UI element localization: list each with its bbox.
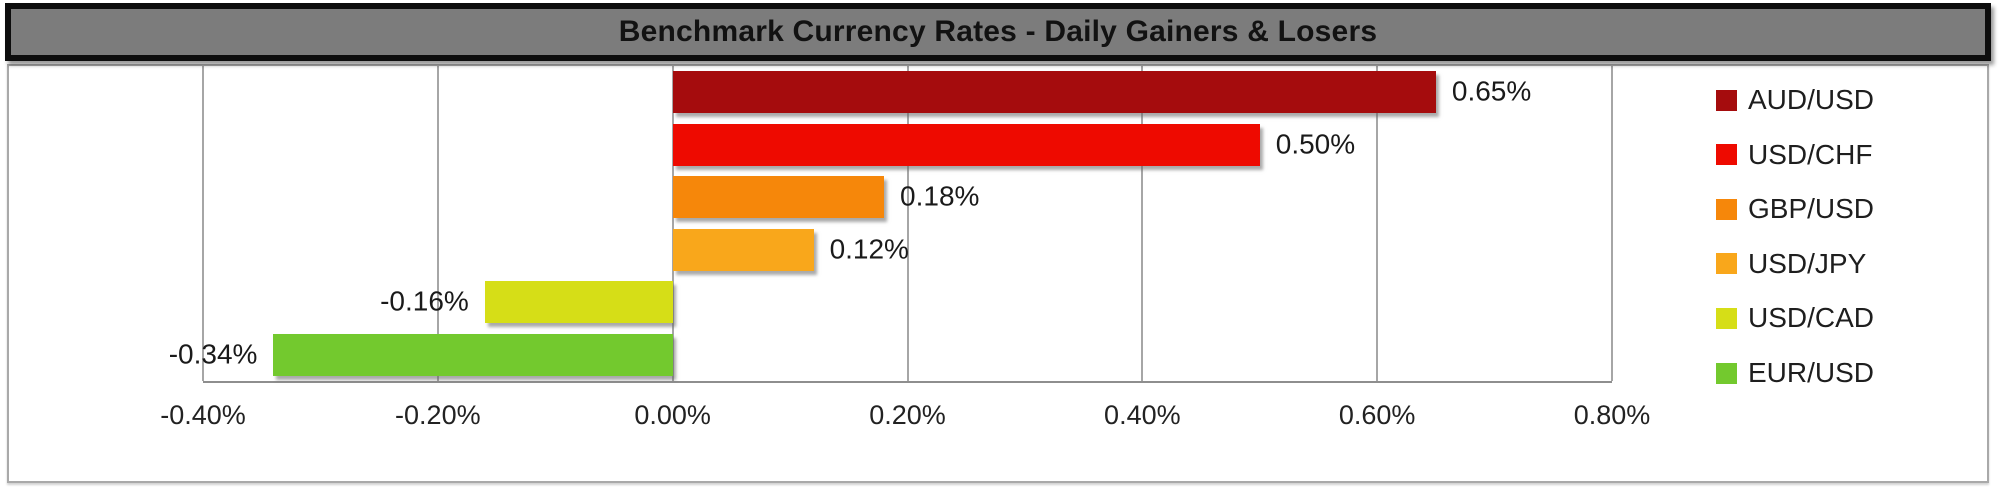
legend-item-eur-usd[interactable]: EUR/USD xyxy=(1716,357,1875,388)
legend-label: GBP/USD xyxy=(1748,193,1875,225)
gridline xyxy=(1611,66,1613,381)
x-tick-label: 0.40% xyxy=(1104,400,1181,430)
bar-data-label: -0.34% xyxy=(168,338,258,370)
legend-swatch xyxy=(1716,198,1737,220)
legend-item-gbp-usd[interactable]: GBP/USD xyxy=(1716,193,1875,225)
gridline xyxy=(906,66,909,381)
gridline xyxy=(671,66,674,381)
legend-label: USD/CHF xyxy=(1748,138,1873,170)
legend-label: USD/CAD xyxy=(1748,302,1875,334)
legend-swatch xyxy=(1716,362,1737,384)
bar-data-label: -0.16% xyxy=(380,285,469,317)
legend-swatch xyxy=(1716,89,1737,111)
x-tick-label: 0.00% xyxy=(634,400,711,430)
bar-eur-usd[interactable] xyxy=(273,333,673,376)
gridline xyxy=(1141,66,1144,381)
bar-aud-usd[interactable] xyxy=(672,71,1436,114)
bar-usd-jpy[interactable] xyxy=(672,228,814,271)
x-tick-label: 0.80% xyxy=(1573,400,1651,430)
legend-item-aud-usd[interactable]: AUD/USD xyxy=(1716,84,1875,115)
legend-label: AUD/USD xyxy=(1748,84,1875,115)
bar-usd-chf[interactable] xyxy=(672,123,1260,166)
legend-label: USD/JPY xyxy=(1748,247,1867,279)
bar-data-label: 0.65% xyxy=(1451,75,1532,107)
x-axis-line xyxy=(203,381,1612,383)
legend-label: EUR/USD xyxy=(1748,357,1875,388)
chart-title-bar: Benchmark Currency Rates - Daily Gainers… xyxy=(5,3,1991,61)
gridline xyxy=(202,66,204,381)
x-tick-label: 0.20% xyxy=(869,400,946,430)
legend-item-usd-jpy[interactable]: USD/JPY xyxy=(1716,247,1867,279)
x-tick-label: 0.60% xyxy=(1338,400,1416,430)
bar-data-label: 0.18% xyxy=(900,180,980,212)
bar-gbp-usd[interactable] xyxy=(672,176,884,219)
gridline xyxy=(436,66,439,381)
legend-swatch xyxy=(1716,307,1737,329)
x-tick-label: -0.40% xyxy=(160,400,246,430)
x-tick-label: -0.20% xyxy=(395,400,481,430)
bar-data-label: 0.50% xyxy=(1275,128,1356,160)
bar-data-label: 0.12% xyxy=(829,233,909,265)
bar-usd-cad[interactable] xyxy=(484,281,673,324)
legend-item-usd-chf[interactable]: USD/CHF xyxy=(1716,138,1873,170)
chart-title: Benchmark Currency Rates - Daily Gainers… xyxy=(618,15,1378,48)
legend-item-usd-cad[interactable]: USD/CAD xyxy=(1716,302,1875,334)
gridline xyxy=(1376,66,1379,381)
legend-swatch xyxy=(1716,144,1737,166)
legend-swatch xyxy=(1716,253,1737,275)
